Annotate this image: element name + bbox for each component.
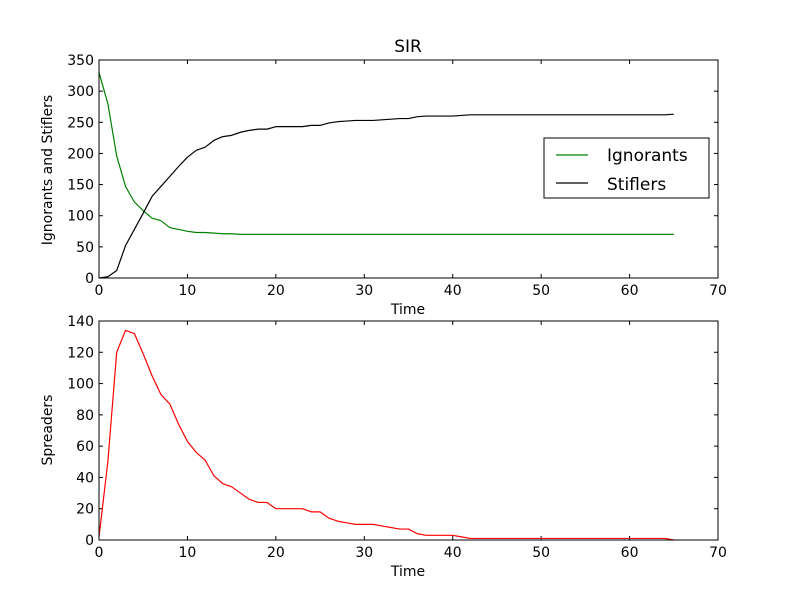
bottom-plot-frame [98,320,719,541]
legend-label-ignorants: Ignorants [607,146,688,166]
bottom-x-tick-label: 50 [532,545,550,561]
bottom-series [98,329,674,541]
bottom-y-tick-label: 40 [76,470,94,486]
top-y-tick-label: 100 [67,209,94,225]
bottom-y-tick-label: 60 [76,439,94,455]
bottom-axes: Time Spreaders 0 10 20 30 40 50 60 70 0 20 40 60 80 1… [40,314,727,580]
top-x-tick-label: 20 [267,283,285,299]
top-x-axis-label: Time [390,302,425,318]
bottom-y-tick-label: 20 [76,502,94,518]
top-y-axis-label: Ignorants and Stiflers [40,95,56,245]
legend: Ignorants Stiflers [543,137,710,199]
top-x-tick-label: 50 [532,283,550,299]
bottom-y-tick-label: 80 [76,408,94,424]
top-y-tick-label: 50 [76,240,94,256]
top-plot-frame [98,59,719,279]
legend-box [543,137,710,199]
top-series [98,72,674,279]
top-axes: SIR Time Ignorants and Stiflers 0 10 20 30 4… [40,37,727,318]
top-x-tick-label: 70 [709,283,727,299]
bottom-x-tick-label: 70 [709,545,727,561]
bottom-x-tick-label: 0 [95,545,104,561]
bottom-y-axis-label: Spreaders [40,395,56,466]
top-ticks: 0 10 20 30 40 50 60 70 0 50 100 150 200 250 300 350 [67,53,727,299]
top-x-tick-label: 40 [444,283,462,299]
top-y-tick-label: 0 [85,271,94,287]
top-y-tick-label: 150 [67,178,94,194]
legend-label-stiflers: Stiflers [607,175,666,195]
top-y-tick-label: 350 [67,53,94,69]
top-x-tick-label: 60 [621,283,639,299]
bottom-x-tick-label: 30 [355,545,373,561]
bottom-y-tick-label: 0 [85,533,94,549]
bottom-x-tick-label: 20 [267,545,285,561]
top-y-tick-label: 300 [67,84,94,100]
top-chart-title: SIR [394,37,422,57]
bottom-y-tick-label: 140 [67,314,94,330]
top-x-tick-label: 0 [95,283,104,299]
bottom-ticks: 0 10 20 30 40 50 60 70 0 20 40 60 80 100 120 140 [67,314,727,561]
bottom-x-tick-label: 40 [444,545,462,561]
bottom-y-tick-label: 100 [67,377,94,393]
top-y-tick-label: 200 [67,146,94,162]
top-x-tick-label: 10 [179,283,197,299]
bottom-y-tick-label: 120 [67,345,94,361]
series-line-ignorants [98,72,674,235]
bottom-x-tick-label: 60 [621,545,639,561]
series-line-stiflers [98,113,674,279]
top-x-tick-label: 30 [355,283,373,299]
bottom-x-tick-label: 10 [179,545,197,561]
top-y-tick-label: 250 [67,115,94,131]
bottom-x-axis-label: Time [390,564,425,580]
series-line-spreaders [98,329,674,541]
